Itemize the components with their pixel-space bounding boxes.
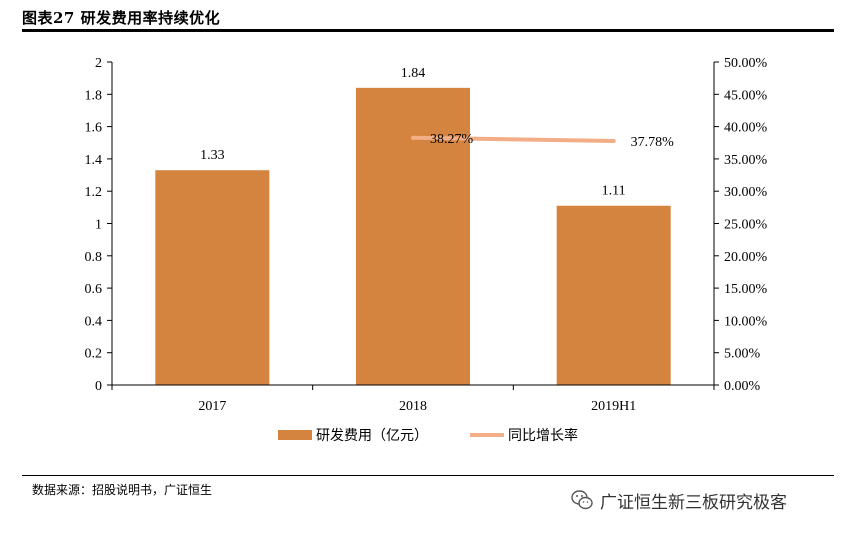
bar-value-label: 1.84	[401, 66, 426, 81]
x-tick-label: 2017	[198, 399, 226, 414]
y-tick-label-left: 1.6	[85, 121, 103, 136]
x-axis: 2017 2018 2019H1	[111, 384, 715, 414]
legend-label-bar: 研发费用（亿元）	[316, 428, 428, 444]
x-tick-label: 2018	[399, 399, 427, 414]
y-tick-label-right: 35.00%	[724, 153, 768, 168]
y-tick-label-left: 2	[95, 56, 102, 71]
legend: 研发费用（亿元） 同比增长率	[278, 427, 578, 444]
chart: 0 0.2 0.4 0.6 0.8 1 1.2 1.4 1.6 1.8 2 0.00% 5.00% 10…	[85, 56, 768, 444]
y-tick-label-right: 40.00%	[724, 121, 768, 136]
y-tick-label-right: 0.00%	[724, 379, 761, 394]
y-tick-label-left: 1.8	[85, 88, 103, 103]
growth-rate-label: 38.27%	[430, 132, 474, 147]
legend-swatch-bar	[278, 430, 312, 440]
y-tick-label-left: 1	[95, 218, 102, 233]
y-tick-label-left: 0	[95, 379, 102, 394]
y-tick-label-left: 0.8	[85, 250, 103, 265]
bar	[556, 205, 671, 385]
y-tick-label-left: 1.2	[85, 185, 103, 200]
legend-label-line: 同比增长率	[508, 427, 578, 444]
growth-rate-point	[611, 138, 616, 143]
y-tick-label-right: 20.00%	[724, 250, 768, 265]
y-axis-left: 0 0.2 0.4 0.6 0.8 1 1.2 1.4 1.6 1.8 2	[85, 56, 113, 394]
growth-rate-label: 37.78%	[631, 135, 675, 150]
y-tick-label-right: 15.00%	[724, 282, 768, 297]
growth-rate-point	[411, 135, 415, 140]
bar-series: 1.33 1.84 1.11	[155, 66, 671, 385]
y-tick-label-right: 30.00%	[724, 185, 768, 200]
y-tick-label-right: 45.00%	[724, 88, 768, 103]
source-note: 数据来源：招股说明书，广证恒生	[32, 483, 213, 497]
y-tick-label-left: 0.2	[85, 347, 103, 362]
title-rule	[22, 29, 834, 32]
y-tick-label-right: 10.00%	[724, 314, 768, 329]
line-series: 38.27% 37.78%	[411, 132, 674, 150]
y-tick-label-right: 50.00%	[724, 56, 768, 71]
y-tick-label-left: 0.4	[85, 314, 103, 329]
watermark-text: 广证恒生新三板研究极客	[600, 492, 787, 513]
bar-value-label: 1.33	[200, 148, 225, 163]
y-tick-label-left: 0.6	[85, 282, 103, 297]
watermark: 广证恒生新三板研究极客	[570, 487, 787, 513]
y-tick-label-right: 25.00%	[724, 218, 768, 233]
bar-value-label: 1.11	[602, 184, 626, 199]
figure-title: 图表27 研发费用率持续优化	[22, 9, 221, 27]
footer-rule	[22, 475, 834, 476]
y-axis-right: 0.00% 5.00% 10.00% 15.00% 20.00% 25.00% 30.00%…	[713, 56, 768, 394]
bar	[155, 170, 270, 385]
y-tick-label-right: 5.00%	[724, 347, 761, 362]
x-tick-label: 2019H1	[591, 399, 636, 414]
growth-rate-line	[411, 135, 616, 143]
wechat-icon	[571, 490, 593, 510]
y-tick-label-left: 1.4	[85, 153, 103, 168]
